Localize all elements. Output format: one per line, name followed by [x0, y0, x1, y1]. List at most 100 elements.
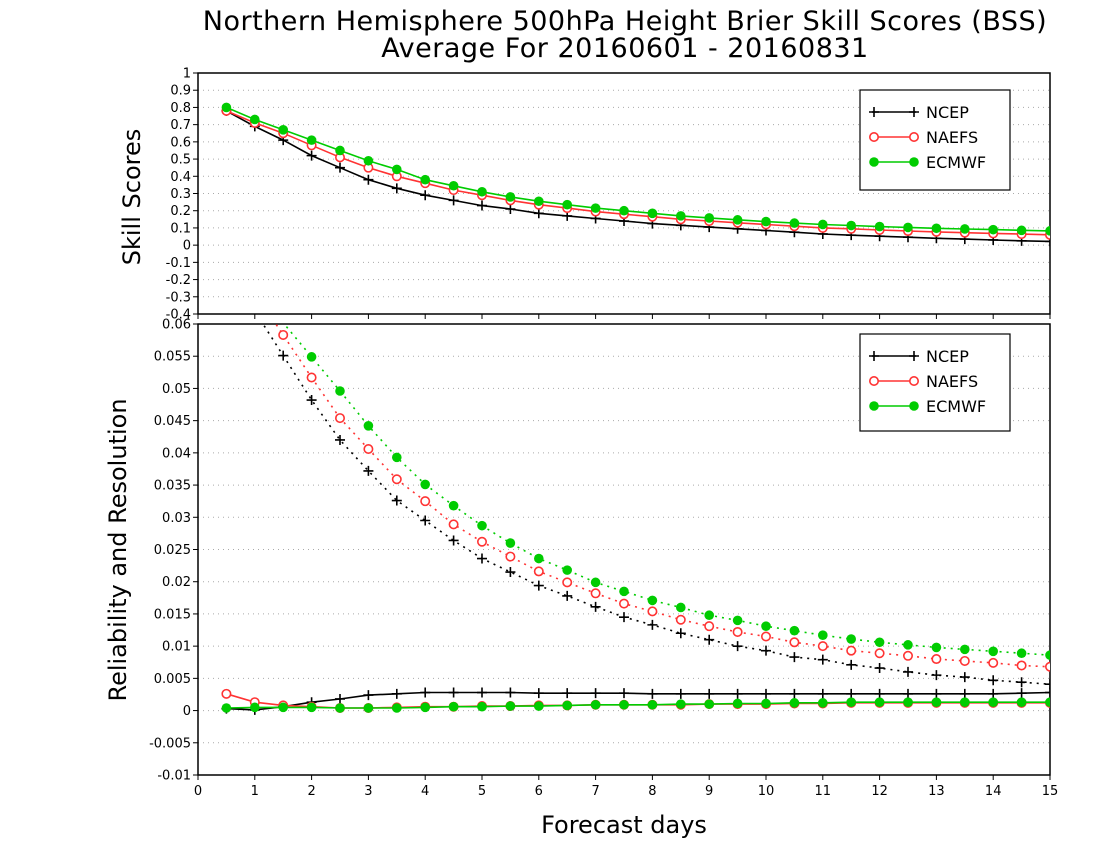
y-tick-label: 0.025 [154, 543, 191, 558]
legend-box [859, 89, 1011, 191]
data-point-ecmwf [869, 157, 879, 167]
data-point-ecmwf [647, 699, 658, 710]
data-point-naefs [505, 551, 516, 562]
data-point-ncep [846, 688, 857, 699]
data-point-ncep [789, 652, 800, 663]
data-point-ncep [363, 690, 374, 701]
data-point-naefs [732, 626, 743, 637]
data-point-ecmwf [874, 697, 885, 707]
series-group [221, 324, 1050, 715]
data-point-ecmwf [335, 703, 345, 713]
data-point-ecmwf [732, 215, 743, 225]
data-point-ecmwf [619, 699, 629, 710]
y-tick-label: 1 [183, 67, 191, 82]
data-point-ncep [1045, 679, 1050, 690]
data-point-ecmwf [789, 698, 800, 708]
data-point-ecmwf [420, 174, 431, 185]
data-point-ncep [909, 351, 919, 361]
y-tick-label: -0.01 [157, 769, 191, 784]
data-point-naefs [908, 375, 919, 386]
data-point-ncep [988, 675, 999, 686]
data-point-ncep [988, 688, 999, 699]
data-point-ncep [562, 688, 573, 699]
data-point-ncep [335, 162, 345, 173]
data-point-ncep [874, 688, 885, 699]
data-point-ecmwf [420, 702, 431, 713]
data-point-naefs [448, 519, 459, 530]
data-point-ncep [363, 174, 374, 185]
y-tick-label: 0.035 [154, 479, 191, 494]
data-point-ncep [448, 687, 459, 698]
series-line-naefs [226, 693, 1050, 709]
data-point-naefs [959, 655, 970, 666]
data-point-ncep [533, 208, 544, 219]
data-point-ncep [335, 693, 345, 704]
y-tick-label: 0 [183, 239, 191, 254]
x-tick-label: 11 [815, 784, 832, 799]
data-point-ncep [306, 150, 317, 161]
data-point-naefs [562, 577, 573, 588]
data-point-naefs [988, 657, 999, 668]
data-point-ecmwf [874, 637, 885, 648]
data-point-ncep [869, 351, 879, 361]
data-point-naefs [306, 372, 317, 383]
plot-frame [197, 323, 1051, 776]
y-tick-label: 0.4 [170, 170, 191, 185]
y-tick-label: 0.3 [170, 187, 191, 202]
data-point-ncep [562, 590, 573, 601]
data-point-ecmwf [250, 702, 260, 713]
y-tick-label: 0.045 [154, 414, 191, 429]
data-point-ecmwf [477, 520, 487, 531]
data-point-naefs [221, 688, 232, 699]
data-point-ncep [732, 641, 743, 652]
data-point-naefs [334, 413, 345, 424]
y-tick-label: -0.3 [166, 290, 191, 305]
legend-label-naefs: NAEFS [926, 128, 978, 147]
y-tick-label: -0.1 [166, 256, 191, 271]
data-point-ecmwf [306, 135, 317, 145]
data-point-ncep [590, 601, 601, 612]
y-tick-label: 0.01 [162, 640, 191, 655]
data-point-ecmwf [1045, 697, 1050, 707]
data-point-ecmwf [761, 216, 771, 227]
data-point-naefs [874, 648, 885, 659]
x-tick-label: 7 [591, 784, 599, 799]
y-tick-label: -0.2 [166, 273, 191, 288]
data-point-naefs [1045, 661, 1050, 672]
data-point-ncep [1016, 688, 1027, 699]
data-point-naefs [868, 375, 879, 386]
data-point-ncep [590, 688, 601, 699]
data-point-naefs [533, 566, 544, 577]
data-point-ncep [903, 688, 913, 699]
data-point-ecmwf [448, 500, 459, 511]
x-axis-label: Forecast days [541, 811, 707, 839]
data-point-ecmwf [909, 157, 919, 167]
data-point-ecmwf [903, 697, 913, 707]
data-point-ecmwf [874, 221, 885, 232]
data-point-ncep [391, 495, 402, 506]
x-tick-label: 15 [1042, 784, 1059, 799]
data-point-ecmwf [647, 208, 658, 219]
data-point-ecmwf [505, 538, 516, 548]
x-tick-label: 2 [307, 784, 315, 799]
y-tick-label: 0.015 [154, 607, 191, 622]
data-point-ncep [306, 395, 317, 406]
data-point-ecmwf [818, 630, 828, 640]
legend: NCEP NAEFS ECMWF [859, 333, 1011, 432]
data-point-ecmwf [562, 700, 572, 711]
data-point-ecmwf [590, 203, 601, 213]
x-tick-label: 8 [648, 784, 656, 799]
data-point-ecmwf [676, 602, 686, 613]
data-point-ncep [675, 628, 686, 639]
data-point-ncep [363, 465, 374, 476]
data-point-ncep [959, 688, 970, 699]
data-point-ncep [931, 688, 942, 699]
data-point-ncep [505, 687, 516, 698]
data-point-naefs [420, 496, 431, 507]
data-point-ncep [505, 203, 516, 214]
data-point-naefs [760, 631, 771, 642]
data-point-ecmwf [988, 697, 998, 707]
data-point-ecmwf [704, 213, 714, 223]
data-point-ecmwf [278, 702, 289, 713]
data-point-naefs [278, 329, 289, 340]
